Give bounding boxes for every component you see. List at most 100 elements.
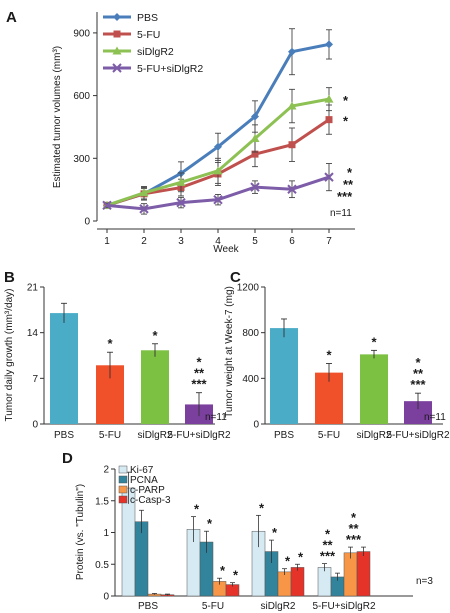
significance-label: * <box>196 355 202 370</box>
y-tick-label: 900 <box>73 28 90 39</box>
y-tick-label: 0 <box>253 420 259 431</box>
significance-label: ** <box>343 177 354 192</box>
category-label-5-fu: 5-FU <box>318 430 340 441</box>
significance-label: * <box>207 516 213 531</box>
category-label-5-fu-sidlgr2: 5-FU+siDlgR2 <box>167 430 231 441</box>
y-tick-label: 1.5 <box>95 496 109 507</box>
point-5-fu-sidlgr2 <box>102 200 112 211</box>
category-label-pbs: PBS <box>274 430 294 441</box>
significance-label: * <box>272 525 278 540</box>
significance-label: * <box>325 527 331 542</box>
point-5-fu <box>251 150 259 158</box>
significance-label: * <box>351 510 357 525</box>
significance-label: * <box>107 336 113 351</box>
point-5-fu-sidlgr2 <box>176 197 186 208</box>
significance-label: * <box>415 355 421 370</box>
point-5-fu <box>288 141 296 149</box>
y-tick-label: 7 <box>32 374 38 385</box>
significance-label: *** <box>337 189 353 204</box>
sample-size-note: n=3 <box>416 576 433 587</box>
category-label-sidlgr2: siDlgR2 <box>356 430 391 441</box>
y-axis-label: Tumor daily growth (mm³/day) <box>4 289 15 422</box>
significance-label: * <box>233 568 239 583</box>
point-sidlgr2 <box>250 133 260 142</box>
y-tick-label: 400 <box>242 374 259 385</box>
y-tick-label: 1200 <box>237 283 260 294</box>
y-tick-label: 600 <box>73 91 90 102</box>
category-label-5-fu-sidlgr2: 5-FU+siDlgR2 <box>386 430 450 441</box>
bar-sidlgr2 <box>360 354 388 424</box>
legend-label-5-fu: 5-FU <box>137 29 160 41</box>
point-5-fu-sidlgr2 <box>324 172 334 182</box>
y-tick-label: 14 <box>27 328 39 339</box>
bar-pbs <box>270 328 298 424</box>
significance-label: * <box>343 93 349 108</box>
category-label-5-fu-sidlgr2: 5-FU+siDlgR2 <box>312 601 376 612</box>
significance-label: * <box>371 334 377 349</box>
legend-marker-5-fu-sidlgr2 <box>112 63 122 73</box>
bar-chart-daily-growth: 0 7 14 21 Tumor daily growth (mm³/day) PBS 5-F… <box>4 283 231 442</box>
significance-label: * <box>152 328 158 343</box>
x-tick-label: 1 <box>104 236 110 247</box>
y-tick-label: 300 <box>73 154 90 165</box>
panel-label-c: C <box>230 269 241 286</box>
y-axis-label: Protein (vs. "Tubulin") <box>75 484 86 580</box>
significance-label: ** <box>413 366 424 381</box>
significance-label: ** <box>194 366 205 381</box>
bar-c-parp-5-fu-sidlgr2 <box>343 552 358 597</box>
category-label-sidlgr2: siDlgR2 <box>137 430 172 441</box>
legend-swatch-pcna <box>118 475 128 484</box>
legend-swatch-c-casp-3 <box>118 495 128 504</box>
legend-swatch-ki-67 <box>118 465 128 474</box>
point-sidlgr2 <box>287 101 297 110</box>
significance-label: * <box>285 554 291 569</box>
y-tick-label: 0 <box>84 217 90 228</box>
sample-size-note: n=11 <box>205 412 227 423</box>
significance-label: * <box>259 500 265 515</box>
y-tick-label: 0.5 <box>95 560 109 571</box>
point-5-fu-sidlgr2 <box>250 182 260 192</box>
sample-size-note: n=11 <box>330 208 352 219</box>
category-label-pbs: PBS <box>138 601 158 612</box>
significance-label: * <box>343 114 349 129</box>
x-tick-label: 2 <box>141 236 147 247</box>
y-tick-label: 1 <box>103 528 109 539</box>
point-5-fu-sidlgr2 <box>213 194 223 205</box>
legend-marker-5-fu <box>113 30 121 38</box>
bar-ki-67-5-fu-sidlgr2 <box>317 567 332 597</box>
legend-marker-pbs <box>113 13 121 21</box>
point-pbs <box>325 40 333 49</box>
bar-5-fu-sidlgr2 <box>404 401 432 424</box>
point-pbs <box>251 112 259 121</box>
panel-label-b: B <box>4 269 15 286</box>
legend-label-c-parp: c-PARP <box>130 485 165 496</box>
point-5-fu <box>325 116 333 124</box>
point-sidlgr2 <box>324 94 334 103</box>
legend-label-sidlgr2: siDlgR2 <box>137 46 174 58</box>
bar-chart-protein: 0 0.5 1 1.5 2 Protein (vs. "Tubulin") PBS 5-FU *… <box>75 465 433 613</box>
x-tick-label: 4 <box>215 236 221 247</box>
legend-swatch-c-parp <box>118 485 128 494</box>
x-tick-label: 7 <box>326 236 332 247</box>
y-tick-label: 800 <box>242 328 259 339</box>
point-5-fu-sidlgr2 <box>139 204 149 214</box>
y-tick-label: 0 <box>32 420 38 431</box>
significance-label: *** <box>410 377 426 392</box>
legend-marker-sidlgr2 <box>112 46 122 55</box>
significance-label: ** <box>348 521 359 536</box>
legend-label-pcna: PCNA <box>130 475 158 486</box>
category-label-sidlgr2: siDlgR2 <box>260 601 295 612</box>
line-chart-tumor-volume: 0 300 600 900 1 2 3 4 5 6 7 Week Estimated tumor vol… <box>52 12 355 255</box>
legend-label-pbs: PBS <box>137 12 158 24</box>
significance-label: *** <box>191 377 207 392</box>
x-axis-label: Week <box>213 244 239 255</box>
bar-sidlgr2 <box>141 350 169 424</box>
point-5-fu-sidlgr2 <box>287 184 297 194</box>
y-tick-label: 0 <box>103 592 109 603</box>
significance-label: * <box>298 549 304 564</box>
point-pbs <box>214 142 222 151</box>
legend-label-ki-67: Ki-67 <box>130 465 154 476</box>
bar-c-casp-3-5-fu-sidlgr2 <box>356 551 371 597</box>
